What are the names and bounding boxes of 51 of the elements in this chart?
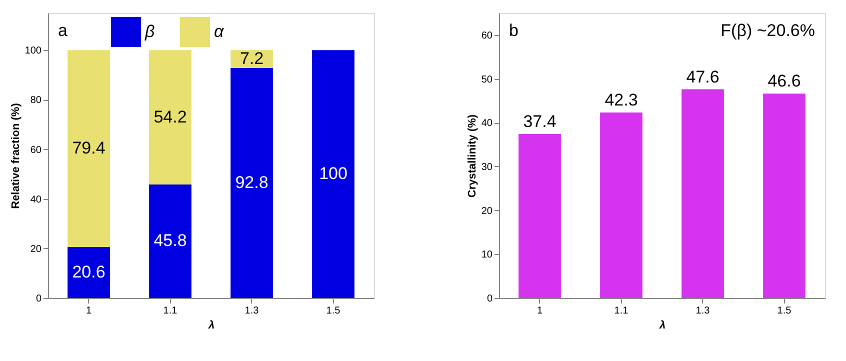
x-tick-label: 1.5 [326, 306, 341, 316]
y-tick-label: 10 [481, 250, 493, 261]
data-label: 45.8 [154, 231, 187, 250]
y-tick-label: 0 [36, 294, 42, 304]
x-tick-label: 1.3 [696, 306, 710, 316]
y-tick-label: 40 [30, 194, 42, 206]
y-tick-label: 60 [481, 30, 493, 42]
bar [230, 68, 273, 298]
annotation: F(β) ~20.6% [720, 21, 815, 40]
x-tick-label: 1 [86, 306, 92, 316]
x-tick-label: 1 [536, 306, 543, 316]
annotation: b [509, 21, 518, 40]
data-label: 7.2 [240, 49, 264, 68]
annotation: a [58, 21, 68, 40]
legend-label: α [214, 22, 225, 41]
y-tick-label: 50 [481, 74, 493, 86]
y-tick-label: 20 [481, 206, 493, 217]
bar [600, 112, 642, 298]
y-axis-title: Relative fraction (%) [10, 102, 22, 209]
data-label: 47.6 [686, 67, 720, 86]
y-tick-label: 100 [24, 46, 42, 57]
bar [312, 50, 354, 298]
bar [682, 89, 724, 298]
x-tick-label: 1.3 [244, 306, 260, 316]
x-tick-label: 1.1 [614, 306, 629, 316]
y-tick-label: 60 [30, 144, 42, 156]
y-tick-label: 30 [481, 162, 493, 173]
data-label: 54.2 [154, 107, 187, 126]
y-tick-label: 0 [486, 294, 493, 304]
data-label: 37.4 [523, 112, 556, 132]
x-tick-label: 1.5 [777, 306, 792, 316]
legend-label: β [144, 22, 155, 41]
y-axis-title: Crystallinity (%) [466, 114, 478, 198]
x-axis-title: λ [207, 320, 215, 332]
data-label: 100 [319, 164, 348, 184]
data-label: 46.6 [768, 72, 801, 91]
y-tick-label: 40 [481, 118, 493, 130]
y-tick-label: 80 [30, 95, 42, 106]
bar [763, 94, 806, 298]
data-label: 79.4 [72, 138, 106, 158]
data-label: 92.8 [235, 173, 268, 192]
bar [149, 184, 192, 298]
data-label: 42.3 [604, 90, 638, 110]
bar [149, 50, 192, 184]
data-label: 20.6 [72, 262, 106, 282]
x-axis-title: λ [658, 320, 666, 332]
bar [68, 50, 110, 247]
bar [518, 134, 561, 298]
x-tick-label: 1.1 [163, 306, 178, 316]
bar [68, 246, 110, 298]
y-tick-label: 20 [30, 244, 42, 255]
